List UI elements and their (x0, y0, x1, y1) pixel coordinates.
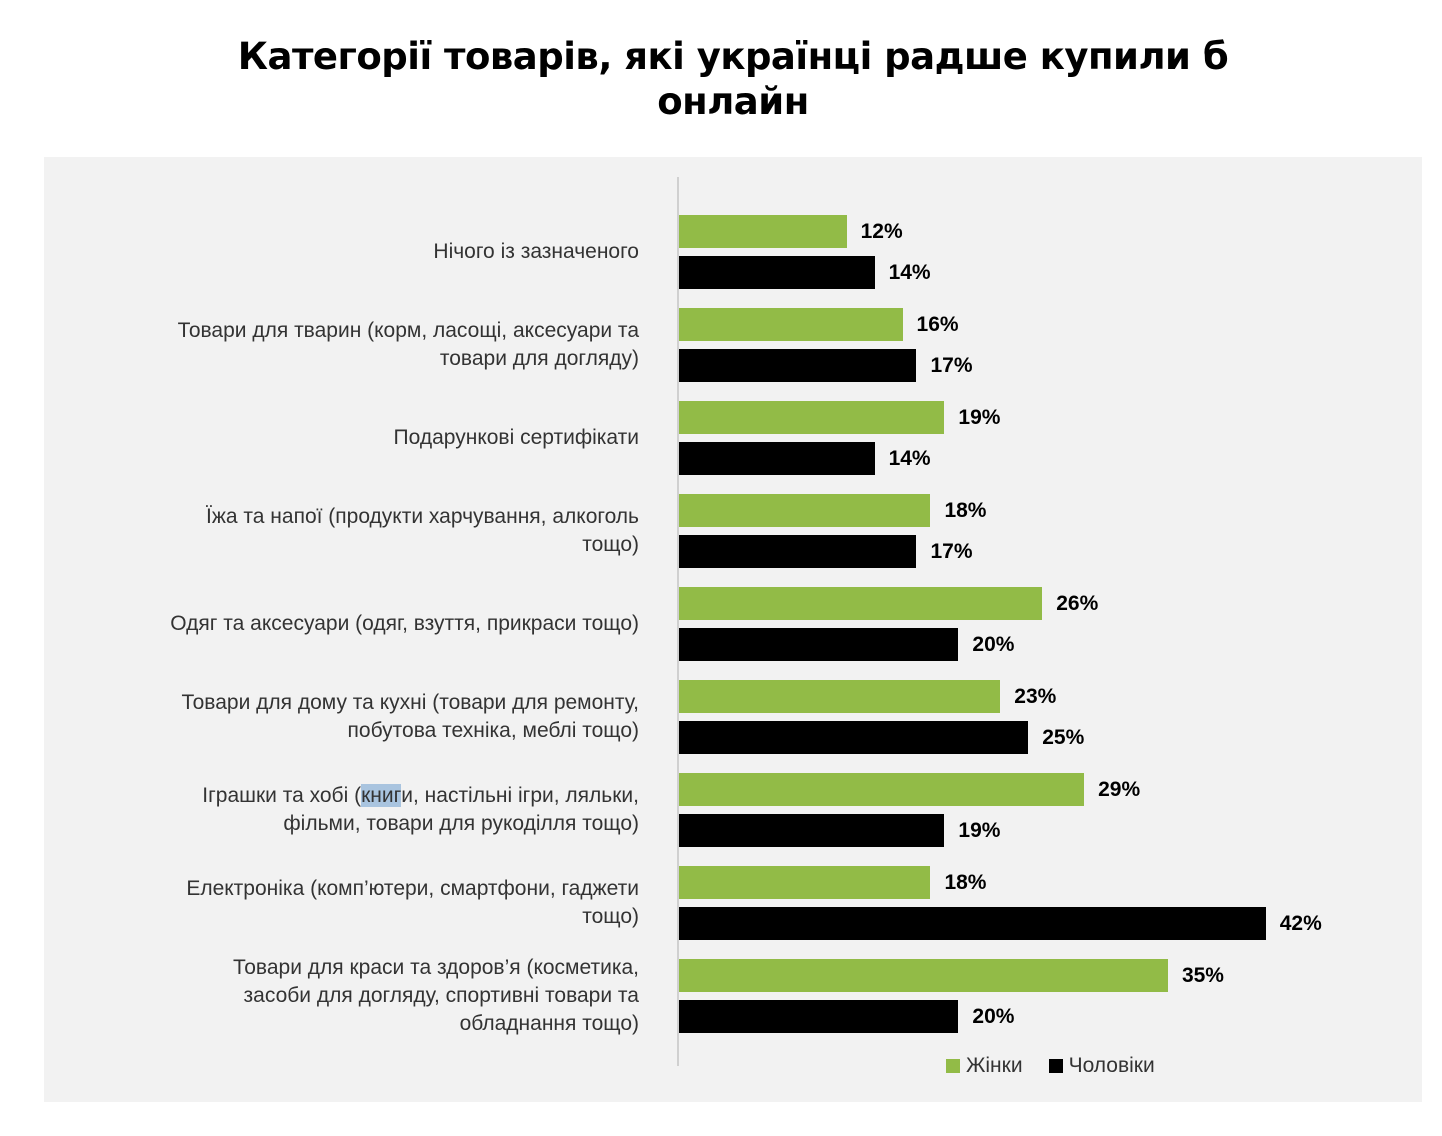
category-label-line: обладнання тощо) (459, 1012, 639, 1035)
data-label: 29% (1098, 778, 1141, 801)
data-label: 20% (972, 1005, 1015, 1028)
data-label: 14% (888, 261, 931, 284)
category-label: Електроніка (комп’ютери, смартфони, гадж… (79, 875, 639, 931)
bar-women (679, 773, 1085, 806)
category-label-line: Товари для краси та здоров’я (косметика, (233, 956, 639, 979)
category-label: Їжа та напої (продукти харчування, алког… (79, 503, 639, 559)
bar-women (679, 401, 945, 434)
bar-women (679, 587, 1043, 620)
data-label: 25% (1042, 726, 1085, 749)
category-label-line: тощо) (582, 905, 639, 928)
category-label: Іграшки та хобі (книги, настільні ігри, … (79, 782, 639, 838)
legend-label-women: Жінки (966, 1054, 1023, 1077)
bar-men (679, 535, 917, 568)
data-label: 17% (930, 354, 973, 377)
category-label-line: засоби для догляду, спортивні товари та (243, 984, 639, 1007)
category-label: Товари для тварин (корм, ласощі, аксесуа… (79, 317, 639, 373)
bar-men (679, 814, 945, 847)
bar-women (679, 866, 931, 899)
bar-men (679, 1000, 959, 1033)
chart-title: Категорії товарів, які українці радше ку… (0, 34, 1442, 124)
category-label-line: товари для догляду) (439, 347, 639, 370)
category-label: Подарункові сертифікати (79, 424, 639, 452)
bar-men (679, 721, 1029, 754)
category-label-line: фільми, товари для рукоділля тощо) (283, 812, 639, 835)
category-label-line: Подарункові сертифікати (393, 426, 639, 449)
data-label: 35% (1181, 964, 1224, 987)
category-label: Товари для краси та здоров’я (косметика,… (79, 954, 639, 1038)
bar-men (679, 628, 959, 661)
data-label: 14% (888, 447, 931, 470)
data-label: 26% (1056, 592, 1099, 615)
category-label-line: Електроніка (комп’ютери, смартфони, гадж… (186, 877, 639, 900)
text-selection-highlight: книг (361, 784, 402, 807)
category-label-line: Одяг та аксесуари (одяг, взуття, прикрас… (170, 612, 639, 635)
chart-title-line: онлайн (657, 80, 809, 123)
category-axis-line (677, 177, 679, 1066)
data-label: 18% (944, 499, 987, 522)
bar-women (679, 215, 847, 248)
bar-women (679, 959, 1168, 992)
data-label: 18% (944, 871, 987, 894)
category-label: Товари для дому та кухні (товари для рем… (79, 689, 639, 745)
bar-men (679, 907, 1266, 940)
category-label-line: Нічого із зазначеного (433, 240, 639, 263)
data-label: 20% (972, 633, 1015, 656)
data-label: 42% (1279, 912, 1322, 935)
data-label: 16% (916, 313, 959, 336)
bar-men (679, 349, 917, 382)
legend-item-men: Чоловіки (1048, 1054, 1155, 1078)
category-label-line: Товари для тварин (корм, ласощі, аксесуа… (177, 319, 639, 342)
data-label: 17% (930, 540, 973, 563)
bar-men (679, 256, 875, 289)
bar-women (679, 680, 1001, 713)
category-label-line: Товари для дому та кухні (товари для рем… (181, 691, 639, 714)
chart-title-line: Категорії товарів, які українці радше ку… (237, 35, 1229, 78)
legend-swatch-men (1048, 1059, 1063, 1073)
legend: Жінки Чоловіки (946, 1054, 1181, 1078)
bar-women (679, 308, 903, 341)
category-label-line: Їжа та напої (продукти харчування, алког… (206, 505, 639, 528)
data-label: 23% (1014, 685, 1057, 708)
category-label-line: Іграшки та хобі (книги, настільні ігри, … (202, 784, 639, 807)
category-label: Одяг та аксесуари (одяг, взуття, прикрас… (79, 610, 639, 638)
legend-label-men: Чоловіки (1068, 1054, 1155, 1077)
data-label: 19% (958, 406, 1001, 429)
category-label-line: тощо) (582, 533, 639, 556)
legend-item-women: Жінки (946, 1054, 1023, 1078)
data-label: 12% (860, 220, 903, 243)
category-label-line: побутова техніка, меблі тощо) (347, 719, 639, 742)
bar-women (679, 494, 931, 527)
data-label: 19% (958, 819, 1001, 842)
category-label: Нічого із зазначеного (79, 238, 639, 266)
legend-swatch-women (946, 1059, 960, 1073)
bar-men (679, 442, 875, 475)
